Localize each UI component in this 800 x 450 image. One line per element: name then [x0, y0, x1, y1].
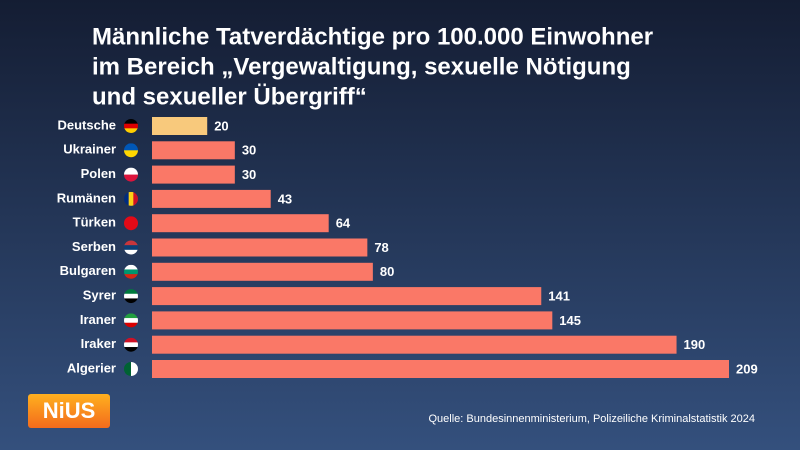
bar: [152, 238, 368, 257]
flag-stripe: [124, 123, 138, 129]
value-label: 43: [278, 191, 292, 206]
category-label: Serben: [72, 239, 116, 254]
flag-stripe: [124, 128, 138, 133]
category-label: Iraner: [80, 312, 116, 327]
value-label: 145: [559, 313, 581, 328]
flag-stripe: [124, 174, 138, 182]
category-label: Rumänen: [57, 190, 116, 205]
category-label: Syrer: [83, 288, 116, 303]
bar: [152, 165, 235, 184]
flag-stripe: [124, 342, 138, 348]
flag: [124, 264, 138, 279]
value-label: 209: [736, 361, 758, 376]
flag: [124, 216, 138, 231]
logo-box: [28, 394, 110, 428]
chart-title: im Bereich „Vergewaltigung, sexuelle Nöt…: [92, 53, 631, 80]
flag-stripe: [124, 167, 138, 175]
flag-stripe: [124, 289, 138, 295]
flag-stripe: [124, 318, 138, 324]
value-label: 30: [242, 167, 256, 182]
category-label: Polen: [81, 166, 116, 181]
bar: [152, 360, 729, 378]
category-label: Deutsche: [57, 117, 116, 132]
flag-stripe: [124, 240, 138, 246]
flag-stripe: [124, 347, 138, 352]
flag-stripe: [124, 293, 138, 299]
chart-title: Männliche Tatverdächtige pro 100.000 Ein…: [92, 23, 653, 50]
value-label: 30: [242, 143, 256, 158]
flag-stripe: [128, 191, 134, 206]
bar: [152, 189, 271, 208]
chart-title: und sexueller Übergriff“: [92, 83, 367, 110]
bar: [152, 335, 677, 354]
bar: [152, 117, 208, 135]
bar: [152, 287, 542, 306]
category-label: Bulgaren: [60, 263, 116, 278]
category-label: Iraker: [81, 336, 116, 351]
value-label: 80: [380, 264, 394, 279]
value-label: 78: [374, 240, 388, 255]
value-label: 141: [548, 289, 570, 304]
flag-stripe: [124, 298, 138, 304]
value-label: 190: [684, 337, 706, 352]
flag: [124, 119, 138, 133]
bar: [152, 214, 329, 233]
category-label: Ukrainer: [63, 142, 116, 157]
value-label: 20: [214, 118, 228, 133]
flag: [124, 337, 138, 352]
logo: NiUS: [43, 398, 96, 423]
flag-stripe: [124, 249, 138, 255]
flag: [124, 191, 138, 206]
flag: [124, 167, 138, 182]
bar: [152, 311, 553, 330]
value-label: 64: [336, 216, 351, 231]
flag-stripe: [124, 362, 132, 376]
flag-stripe: [124, 337, 138, 343]
flag-stripe: [133, 191, 138, 206]
category-label: Türken: [73, 215, 116, 230]
flag-stripe: [131, 362, 138, 376]
bar: [152, 262, 373, 281]
flag-stripe: [124, 313, 138, 319]
flag-stripe: [124, 119, 138, 124]
flag-stripe: [124, 322, 138, 328]
flag-stripe: [124, 191, 129, 206]
source: Quelle: Bundesinnenministerium, Polizeil…: [429, 413, 756, 425]
flag-stripe: [124, 216, 138, 231]
flag-stripe: [124, 274, 138, 279]
flag: [124, 362, 138, 376]
flag: [124, 240, 138, 255]
flag-stripe: [124, 264, 138, 270]
flag-stripe: [124, 143, 138, 151]
flag-stripe: [124, 269, 138, 275]
bar: [152, 141, 235, 160]
flag: [124, 143, 138, 158]
flag: [124, 313, 138, 328]
flag-stripe: [124, 150, 138, 158]
flag-stripe: [124, 245, 138, 251]
flag: [124, 289, 138, 304]
category-label: Algerier: [67, 360, 116, 375]
